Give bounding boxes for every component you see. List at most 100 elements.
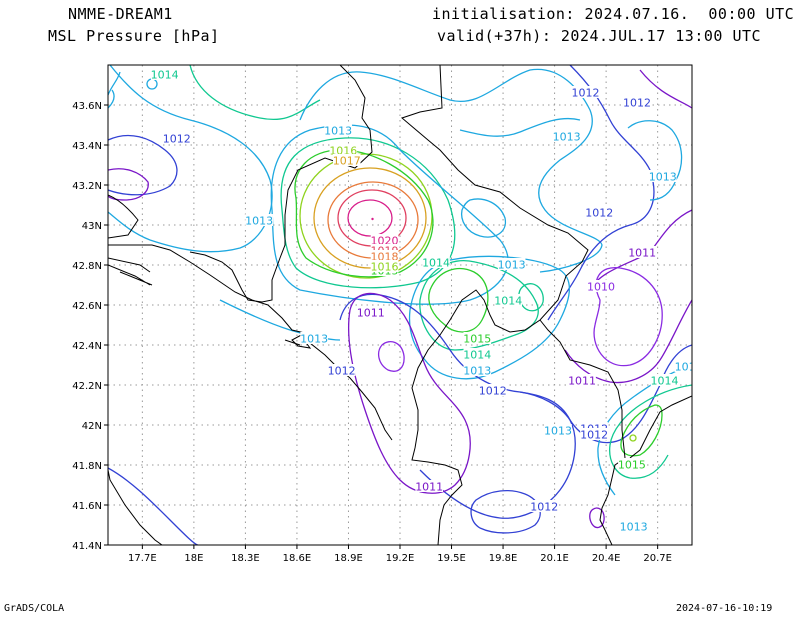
isobar-label: 1014 xyxy=(422,256,450,270)
isobar-label-text: 1012 xyxy=(572,87,600,100)
lon-tick-label: 19.2E xyxy=(386,553,415,564)
isobar-label-text: 1011 xyxy=(357,307,385,320)
isobar-label-text: 1013 xyxy=(300,333,328,346)
isobar-1012-southwest xyxy=(108,467,199,545)
lon-tick-label: 20.1E xyxy=(540,553,569,564)
isobar-1015-central xyxy=(428,267,489,333)
isobar-1013-ne xyxy=(299,68,603,273)
lat-tick-label: 43.6N xyxy=(72,101,102,112)
isobar-label: 1012 xyxy=(163,132,191,146)
lat-tick-label: 41.8N xyxy=(72,461,102,472)
border-e xyxy=(411,447,463,545)
isobar-label: 1013 xyxy=(649,170,677,184)
lat-tick-label: 41.6N xyxy=(72,501,102,512)
isobar-label-text: 101 xyxy=(675,361,696,374)
isobar-1011-central xyxy=(348,292,471,494)
isobar-1014-se xyxy=(609,384,692,479)
isobar-label: 1010 xyxy=(587,280,615,294)
isobar-1012-west xyxy=(108,134,178,196)
coastline-islands xyxy=(108,257,153,286)
lon-tick-label: 18.9E xyxy=(334,553,363,564)
border-a xyxy=(400,65,589,449)
isobar-label-text: 1013 xyxy=(544,425,572,438)
lat-tick-label: 43N xyxy=(82,221,102,232)
coastlines xyxy=(108,65,692,545)
isobar-label-text: 1017 xyxy=(333,155,361,168)
isobar-label: 1013 xyxy=(300,332,328,346)
isobar-1012-ne xyxy=(547,65,655,321)
isobar-label-text: 1015 xyxy=(618,459,646,472)
isobar-label-text: 1013 xyxy=(498,259,526,272)
isobar-label-text: 1013 xyxy=(324,125,352,138)
isobar-label-text: 1012 xyxy=(580,429,608,442)
isobar-label-bg xyxy=(619,520,648,532)
isobar-label-text: 1013 xyxy=(620,521,648,534)
isobar-1015-se xyxy=(620,404,663,457)
isobar-label-text: 1010 xyxy=(587,281,615,294)
isobar-1011-east xyxy=(564,299,692,384)
isobar-label-bg xyxy=(478,384,507,396)
isobar-label: 1013 xyxy=(463,364,491,378)
isobar-label-bg xyxy=(463,364,492,376)
isobar-label-bg xyxy=(587,280,615,292)
axis-labels: 17.7E 18E 18.3E 18.6E 18.9E 19.2E 19.5E 19.8E 20… xyxy=(72,101,672,564)
isobar-label-text: 1013 xyxy=(463,365,491,378)
isobar-label-bg xyxy=(150,68,179,80)
lon-tick-label: 18.3E xyxy=(231,553,260,564)
isobar-label-bg xyxy=(494,294,523,306)
isobar-label-text: 1012 xyxy=(328,365,356,378)
lat-tick-label: 42.6N xyxy=(72,301,102,312)
lat-tick-label: 42.8N xyxy=(72,261,102,272)
isobar-1012-south xyxy=(470,489,541,534)
isobar-1013-ne2 xyxy=(459,117,581,137)
isobar-1020 xyxy=(347,199,393,237)
lat-tick-label: 41.4N xyxy=(72,541,102,552)
isobar-label-bg xyxy=(327,364,356,376)
isobar-1016-se xyxy=(629,434,637,442)
lat-tick-label: 42.4N xyxy=(72,341,102,352)
isobar-label: 1013 xyxy=(553,130,581,144)
isobar-label: 1015 xyxy=(618,458,646,472)
isobar-label-text: 1013 xyxy=(553,131,581,144)
lon-tick-label: 19.5E xyxy=(437,553,466,564)
isobar-label-text: 1012 xyxy=(163,133,191,146)
isobar-1014-central xyxy=(419,260,539,351)
footer-software: GrADS/COLA xyxy=(4,603,65,614)
isobar-label-bg xyxy=(568,374,596,386)
coast-bay xyxy=(284,332,312,349)
isobar-label-bg xyxy=(357,306,385,318)
isobar-label: 1016 xyxy=(371,260,399,274)
isobar-label: 1011 xyxy=(357,306,385,320)
isobar-label: 1013 xyxy=(620,520,648,534)
isobar-1013-east xyxy=(627,120,683,201)
isobar-label-text: 1015 xyxy=(463,333,491,346)
isobar-label: 1012 xyxy=(572,86,600,100)
isobar-label-bg xyxy=(422,256,450,268)
isobar-label-bg xyxy=(628,246,656,258)
isobar-1013-a xyxy=(270,124,509,305)
isobar-label-bg xyxy=(415,480,443,492)
isobar-label: 1013 xyxy=(544,424,572,438)
isobar-label: 1014 xyxy=(494,294,522,308)
lat-tick-label: 42N xyxy=(82,421,102,432)
isobar-1014-ring xyxy=(518,283,544,312)
isobar-label-bg xyxy=(370,260,399,272)
border-c xyxy=(539,319,626,466)
isobar-label-bg xyxy=(530,500,559,512)
isobar-label-text: 1013 xyxy=(649,171,677,184)
lon-tick-label: 18.6E xyxy=(283,553,312,564)
lat-tick-label: 43.2N xyxy=(72,181,102,192)
isobar-label: 1013 xyxy=(324,124,352,138)
isobar-label: 1012 xyxy=(328,364,356,378)
isobar-label: 1011 xyxy=(415,480,443,494)
isobar-label-bg xyxy=(332,154,361,166)
isobar-label-bg xyxy=(544,424,572,436)
isobar-label: 1013 xyxy=(498,258,526,272)
isobar-label: 101 xyxy=(674,360,696,374)
high-centre-marker xyxy=(371,217,374,221)
isobar-label: 1011 xyxy=(628,246,656,260)
isobar-1017 xyxy=(313,167,427,269)
isobar-label-text: 1011 xyxy=(628,247,656,260)
footer-timestamp: 2024-07-16-10:19 xyxy=(676,603,773,614)
